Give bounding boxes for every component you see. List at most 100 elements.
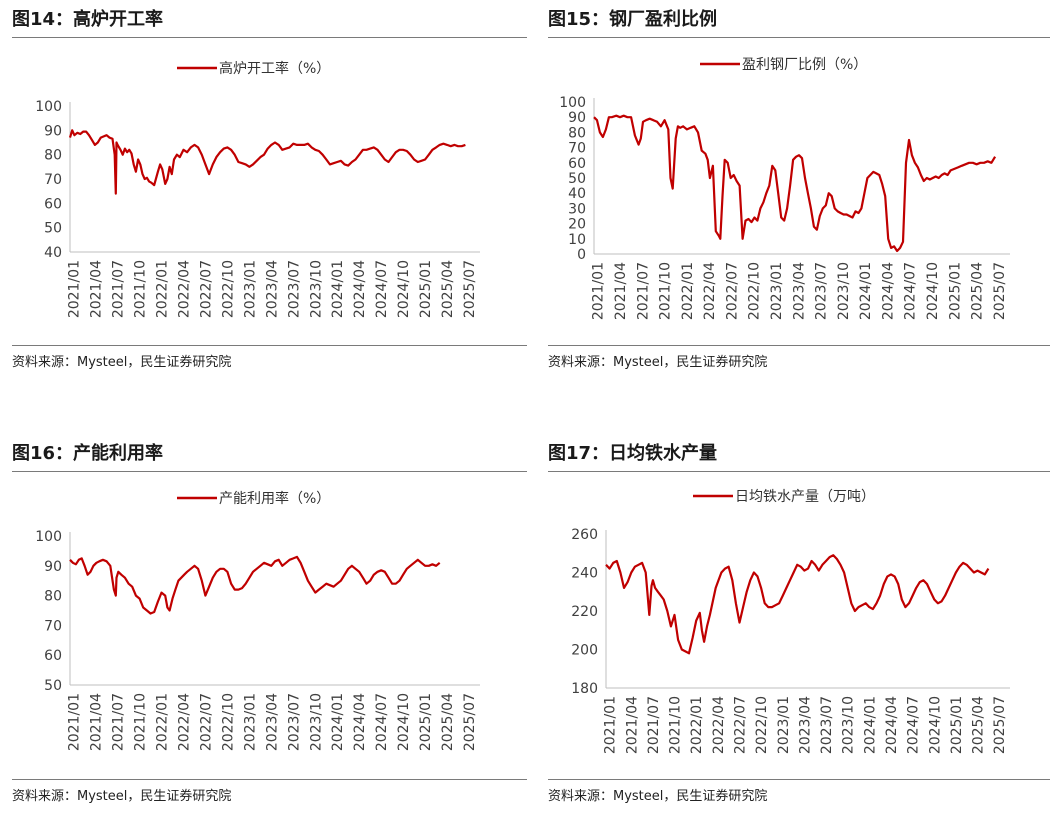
x-tick-label: 2021/10 [133, 260, 149, 318]
panel-title: 图14：高炉开工率 [12, 9, 164, 30]
x-tick-label: 2025/01 [949, 696, 965, 754]
x-tick-label: 2022/04 [176, 693, 192, 751]
x-tick-label: 2024/07 [374, 693, 390, 751]
y-tick-label: 40 [568, 186, 586, 202]
y-tick-label: 80 [568, 125, 586, 141]
x-tick-label: 2022/07 [198, 260, 214, 318]
x-tick-label: 2023/04 [264, 260, 280, 318]
x-tick-label: 2022/07 [732, 696, 748, 754]
x-tick-label: 2022/07 [724, 262, 740, 320]
y-tick-label: 80 [44, 589, 62, 605]
x-tick-label: 2021/01 [67, 693, 83, 751]
y-tick-label: 70 [568, 141, 586, 157]
x-tick-label: 2022/04 [176, 260, 192, 318]
x-tick-label: 2021/04 [624, 696, 640, 754]
x-tick-label: 2024/07 [903, 262, 919, 320]
y-tick-label: 90 [44, 559, 62, 575]
source-divider [12, 345, 527, 346]
y-tick-label: 220 [571, 604, 598, 620]
y-tick-label: 10 [568, 232, 586, 248]
x-tick-label: 2021/07 [111, 260, 127, 318]
y-tick-label: 240 [571, 566, 598, 582]
x-tick-label: 2023/04 [791, 262, 807, 320]
y-tick-label: 90 [44, 123, 62, 139]
source-note: 资料来源：Mysteel，民生证券研究院 [12, 789, 232, 804]
title-divider [548, 37, 1050, 38]
x-tick-label: 2023/04 [264, 693, 280, 751]
x-tick-label: 2021/10 [668, 696, 684, 754]
legend: 盈利钢厂比例（%） [700, 57, 867, 73]
source-note: 资料来源：Mysteel，民生证券研究院 [12, 355, 232, 370]
x-tick-label: 2025/01 [418, 260, 434, 318]
source-divider [548, 345, 1050, 346]
x-tick-label: 2024/04 [884, 696, 900, 754]
x-tick-label: 2022/01 [155, 693, 171, 751]
x-tick-label: 2024/10 [396, 693, 412, 751]
title-divider [12, 37, 527, 38]
legend-label: 盈利钢厂比例（%） [742, 57, 867, 73]
y-tick-label: 70 [44, 618, 62, 634]
x-tick-label: 2023/07 [286, 260, 302, 318]
x-tick-label: 2023/01 [776, 696, 792, 754]
x-tick-label: 2022/10 [754, 696, 770, 754]
x-tick-label: 2024/04 [880, 262, 896, 320]
x-tick-label: 2023/07 [286, 693, 302, 751]
panel-title: 图17：日均铁水产量 [548, 443, 718, 464]
y-tick-label: 20 [568, 217, 586, 233]
x-tick-label: 2021/07 [635, 262, 651, 320]
x-tick-label: 2023/01 [769, 262, 785, 320]
x-tick-label: 2021/01 [603, 696, 619, 754]
title-divider [12, 471, 527, 472]
x-tick-label: 2024/01 [862, 696, 878, 754]
x-tick-label: 2021/10 [133, 693, 149, 751]
x-tick-label: 2023/10 [308, 693, 324, 751]
x-tick-label: 2025/07 [992, 696, 1008, 754]
panel-capacity-utilization: 图16：产能利用率 产能利用率（%） 50 60 70 80 90 100 2021/01 20… [12, 438, 527, 818]
x-tick-label: 2025/07 [462, 693, 478, 751]
legend-label: 产能利用率（%） [219, 490, 330, 507]
y-tick-label: 50 [44, 678, 62, 694]
x-tick-label: 2023/10 [841, 696, 857, 754]
x-tick-label: 2024/01 [330, 260, 346, 318]
y-tick-label: 30 [568, 201, 586, 217]
panel-blast-furnace-rate: 图14：高炉开工率 高炉开工率（%） 40 50 60 70 80 90 100 2021/01… [12, 4, 527, 384]
x-tick-label: 2025/04 [970, 262, 986, 320]
y-tick-label: 60 [44, 196, 62, 212]
y-tick-label: 90 [568, 110, 586, 126]
x-tick-label: 2021/10 [658, 262, 674, 320]
x-tick-label: 2023/04 [797, 696, 813, 754]
x-tick-label: 2024/01 [858, 262, 874, 320]
y-tick-label: 200 [571, 643, 598, 659]
x-tick-label: 2023/07 [814, 262, 830, 320]
x-tick-label: 2022/10 [220, 693, 236, 751]
x-tick-label: 2025/07 [992, 262, 1008, 320]
y-tick-label: 260 [571, 527, 598, 543]
x-tick-label: 2023/01 [242, 260, 258, 318]
panel-title: 图16：产能利用率 [12, 443, 164, 464]
x-tick-label: 2022/01 [155, 260, 171, 318]
series-line [593, 114, 997, 253]
x-tick-label: 2025/04 [971, 696, 987, 754]
x-tick-label: 2021/07 [111, 693, 127, 751]
x-tick-label: 2022/01 [680, 262, 696, 320]
x-tick-label: 2024/10 [396, 260, 412, 318]
x-tick-label: 2024/10 [925, 262, 941, 320]
line-chart: 高炉开工率（%） 40 50 60 70 80 90 100 2021/01 2021/04 202… [35, 60, 480, 318]
x-tick-label: 2024/04 [352, 260, 368, 318]
y-tick-label: 0 [577, 247, 586, 263]
series-line [68, 129, 466, 195]
y-tick-label: 180 [571, 681, 598, 697]
x-tick-label: 2025/01 [947, 262, 963, 320]
x-tick-label: 2021/04 [89, 693, 105, 751]
x-tick-label: 2021/04 [89, 260, 105, 318]
x-tick-label: 2022/01 [689, 696, 705, 754]
x-tick-label: 2023/01 [242, 693, 258, 751]
x-tick-label: 2024/10 [927, 696, 943, 754]
line-chart: 日均铁水产量（万吨） 180 200 220 240 260 2021/01 2021/04 2… [571, 489, 1010, 754]
panel-title: 图15：钢厂盈利比例 [548, 9, 718, 30]
y-tick-label: 80 [44, 148, 62, 164]
legend-label: 高炉开工率（%） [219, 60, 330, 77]
y-tick-label: 60 [44, 648, 62, 664]
title-divider [548, 471, 1050, 472]
